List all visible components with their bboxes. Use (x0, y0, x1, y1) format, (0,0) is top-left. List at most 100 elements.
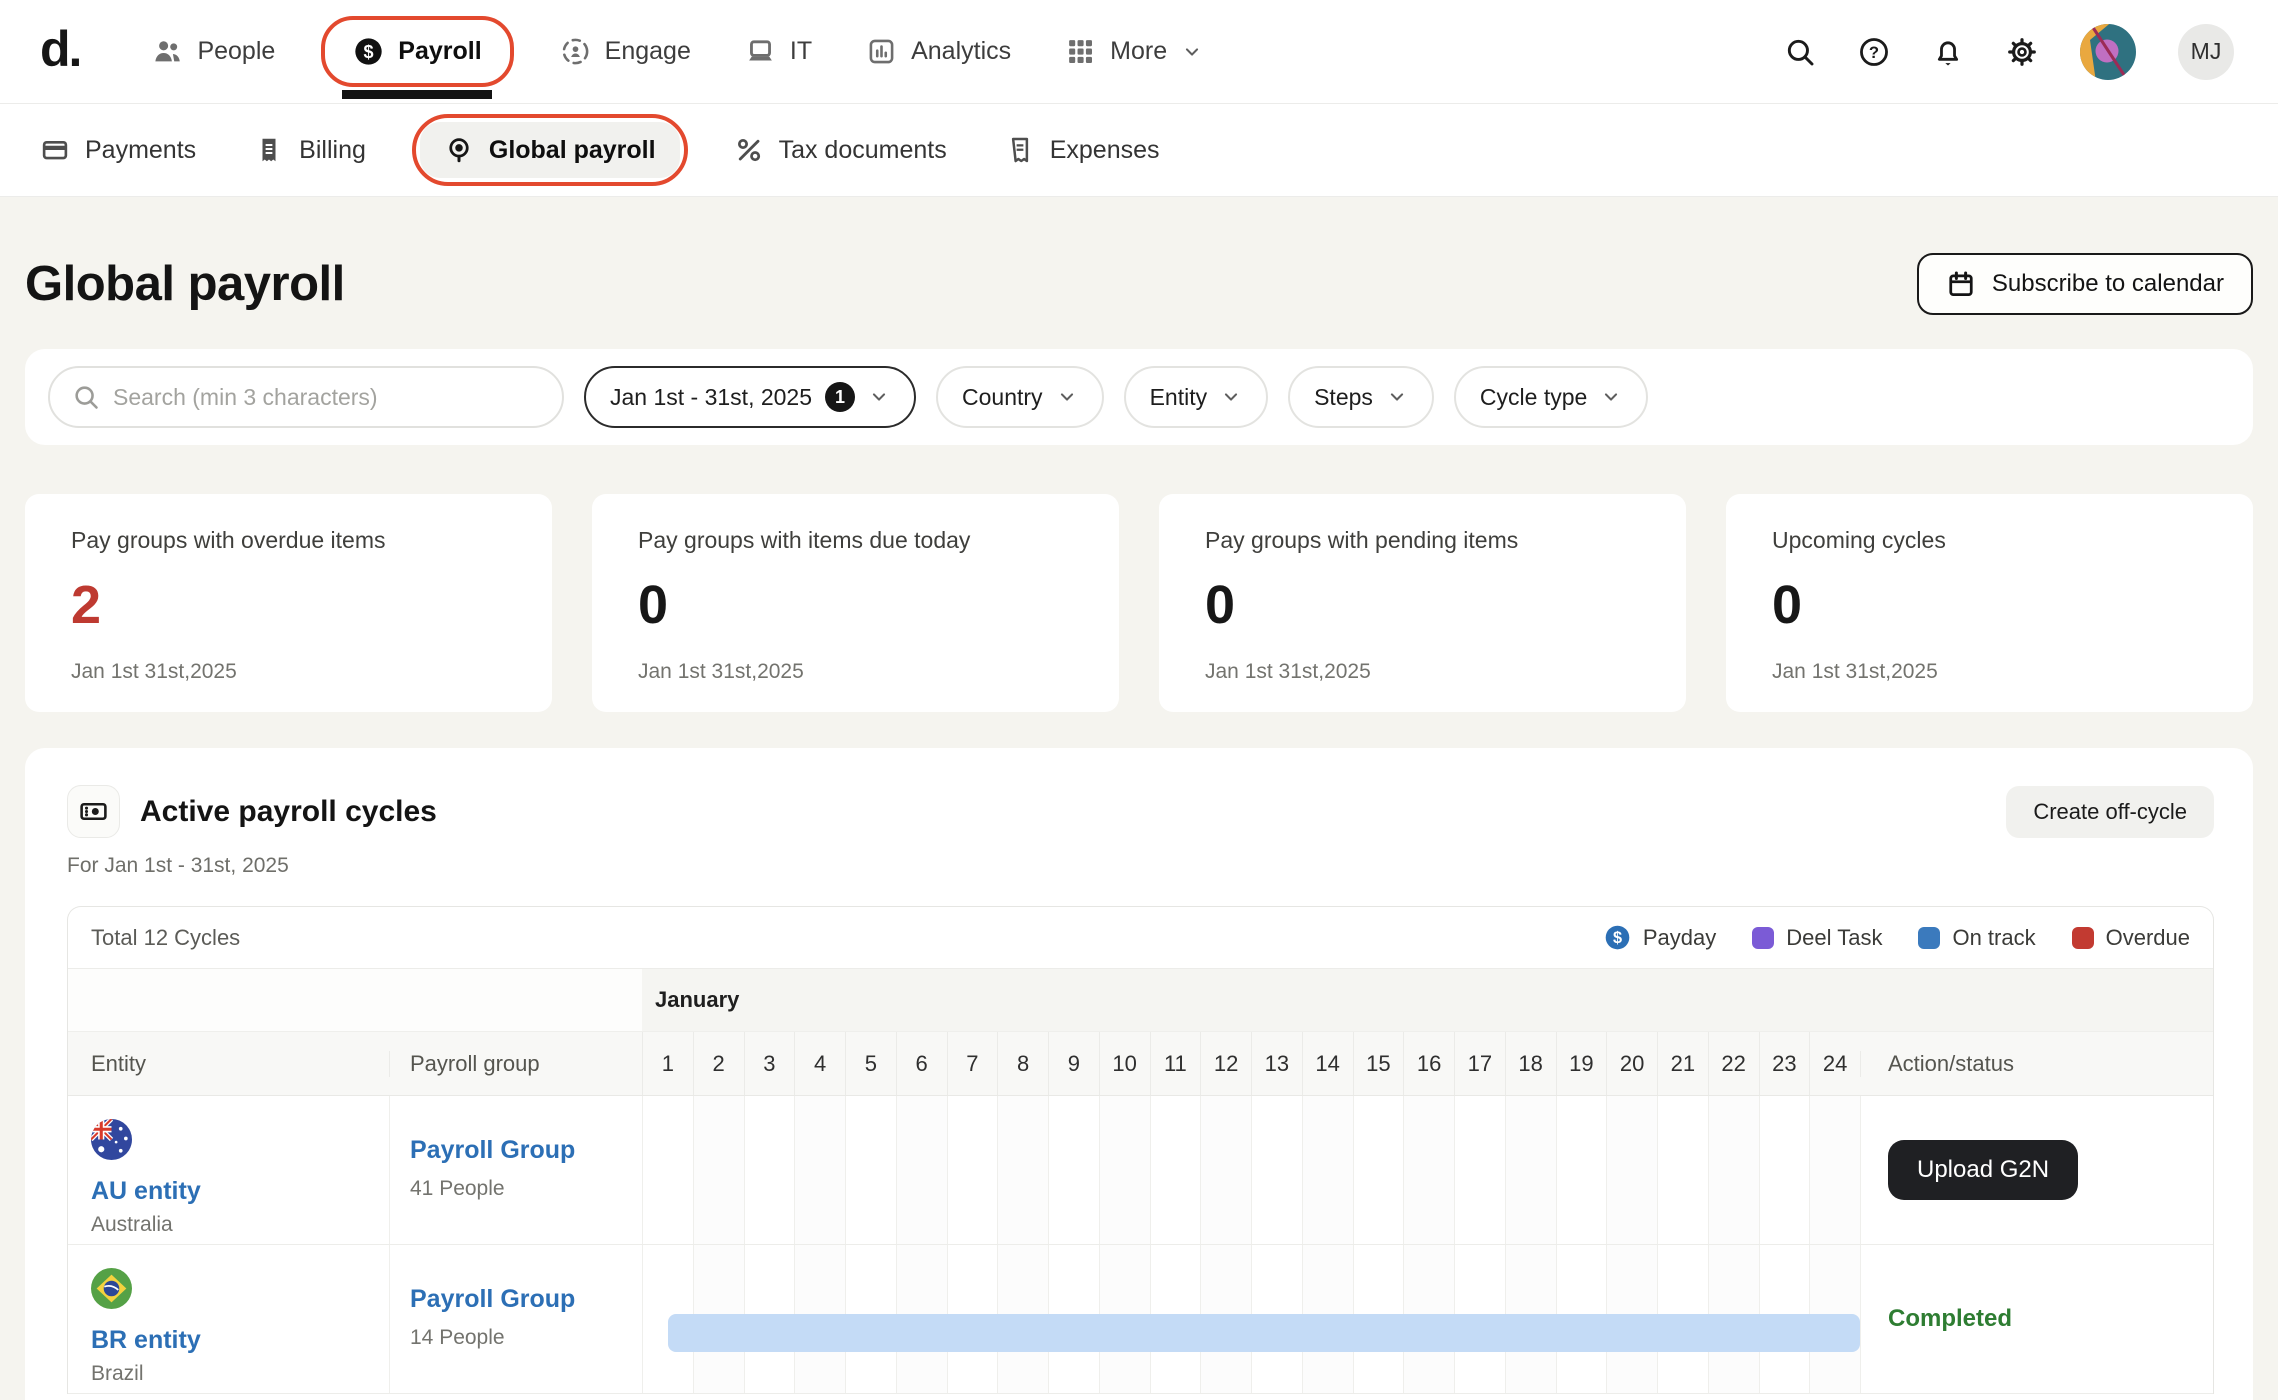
stat-card-date: Jan 1st 31st,2025 (1772, 660, 1938, 683)
nav-label: Engage (604, 37, 691, 65)
nav-item-more[interactable]: More (1065, 36, 1203, 67)
filter-entity[interactable]: Entity (1123, 366, 1269, 428)
nav-item-analytics[interactable]: Analytics (866, 36, 1011, 67)
filter-label: Entity (1149, 383, 1208, 410)
payroll-group-cell: Payroll Group 41 People (389, 1096, 642, 1244)
subnav-item-billing[interactable]: Billing (254, 135, 366, 165)
day-column-header: 8 (997, 1032, 1048, 1095)
stat-card-value: 0 (638, 575, 669, 635)
subnav-item-expenses[interactable]: Expenses (1005, 135, 1160, 165)
subscribe-to-calendar-button[interactable]: Subscribe to calendar (1916, 253, 2253, 315)
filter-country[interactable]: Country (936, 366, 1104, 428)
legend-swatch (1752, 926, 1775, 949)
notifications-button[interactable] (1932, 36, 1964, 68)
nav-item-payroll[interactable]: $ Payroll (353, 36, 482, 67)
deel-logo[interactable]: d. (40, 20, 82, 77)
subnav-label: Billing (299, 135, 366, 164)
billing-icon (254, 135, 284, 165)
timeline-day-cell (1555, 1096, 1607, 1244)
entity-link[interactable]: BR entity (91, 1326, 201, 1354)
day-column-header: 18 (1504, 1032, 1556, 1095)
people-count: 14 People (410, 1326, 505, 1349)
timeline-day-cell (642, 1096, 693, 1244)
nav-item-people[interactable]: People (152, 36, 275, 67)
cycles-header: Active payroll cycles (67, 785, 2214, 838)
legend-swatch (1918, 926, 1941, 949)
nav-item-engage[interactable]: Engage (560, 36, 691, 67)
day-column-header: 7 (946, 1032, 998, 1095)
stat-cards: Pay groups with overdue items 2 Jan 1st 31… (25, 494, 2253, 712)
calendar-icon (1946, 269, 1976, 299)
stat-card-date: Jan 1st 31st,2025 (1205, 660, 1371, 683)
day-column-header: 11 (1149, 1032, 1201, 1095)
nav-label: IT (789, 37, 813, 65)
flag-australia-icon (91, 1119, 132, 1160)
cycles-subtitle: For Jan 1st - 31st, 2025 (67, 854, 289, 877)
search-input-wrapper (48, 366, 564, 428)
filter-label: Steps (1314, 383, 1373, 410)
subnav-item-tax-documents[interactable]: Tax documents (734, 135, 947, 165)
stat-card-title: Pay groups with overdue items (71, 527, 386, 553)
table-body: AU entity Australia Payroll Group 41 People… (68, 1096, 2213, 1394)
table-column-headers: Entity Payroll group 1 2 3 4 5 6 7 8 9 10 11 12 13 14… (68, 1032, 2213, 1096)
entity-column-header: Entity (91, 1050, 147, 1076)
people-count: 41 People (410, 1177, 505, 1200)
legend: $ Payday Deel Task On track Overdue (1604, 924, 2190, 951)
settings-icon (2006, 36, 2038, 68)
day-column-header: 13 (1251, 1032, 1302, 1095)
primary-nav: People $ Payroll Engage IT Analytics More (152, 16, 1203, 99)
help-button[interactable]: ? (1858, 36, 1890, 68)
nav-label: More (1110, 37, 1168, 65)
top-nav-actions: ? MJ (1784, 23, 2234, 80)
stat-card-value: 2 (71, 575, 102, 635)
day-column-header: 3 (743, 1032, 795, 1095)
notifications-icon (1932, 36, 1964, 68)
cycle-timeline-bar[interactable] (668, 1314, 1860, 1352)
filter-cycle-type[interactable]: Cycle type (1453, 366, 1649, 428)
avatar[interactable] (2080, 23, 2136, 80)
timeline-day-cell (794, 1096, 845, 1244)
it-icon (745, 36, 776, 67)
day-column-header: 12 (1200, 1032, 1251, 1095)
legend-label: Overdue (2105, 924, 2190, 950)
stat-card: Upcoming cycles 0 Jan 1st 31st,2025 (1726, 494, 2253, 712)
timeline-day-cell (642, 1245, 693, 1393)
timeline-day-cell (692, 1096, 744, 1244)
timeline-day-cell (997, 1096, 1048, 1244)
annotation-oval-global-payroll: Global payroll (411, 114, 688, 186)
create-off-cycle-button[interactable]: Create off-cycle (2006, 786, 2214, 838)
day-column-header: 16 (1403, 1032, 1454, 1095)
subnav-item-global-payroll[interactable]: Global payroll (419, 122, 680, 178)
month-band-spacer (68, 969, 642, 1031)
avatar-initials[interactable]: MJ (2178, 23, 2234, 80)
timeline-day-cell (1251, 1096, 1302, 1244)
upload-g2n-button[interactable]: Upload G2N (1888, 1140, 2079, 1200)
date-range-filter[interactable]: Jan 1st - 31st, 2025 1 (584, 366, 917, 428)
timeline-day-cell (1352, 1096, 1404, 1244)
payroll-group-link[interactable]: Payroll Group (410, 1285, 576, 1313)
search-button[interactable] (1784, 36, 1816, 68)
filter-steps[interactable]: Steps (1288, 366, 1434, 428)
settings-button[interactable] (2006, 36, 2038, 68)
flag-brazil-icon (91, 1268, 132, 1309)
timeline-day-cell (1758, 1096, 1810, 1244)
search-input[interactable] (113, 383, 550, 411)
entity-link[interactable]: AU entity (91, 1177, 201, 1205)
payroll-group-link[interactable]: Payroll Group (410, 1136, 576, 1164)
timeline-day-cell (895, 1096, 947, 1244)
stat-card-title: Upcoming cycles (1772, 527, 1946, 553)
expenses-icon (1005, 135, 1035, 165)
subnav-label: Payments (85, 135, 197, 164)
day-column-header: 15 (1352, 1032, 1404, 1095)
day-column-header: 10 (1098, 1032, 1150, 1095)
timeline-day-cell (1200, 1096, 1251, 1244)
percent-icon (734, 135, 764, 165)
stat-card-value: 0 (1205, 575, 1236, 635)
entity-country: Brazil (91, 1362, 144, 1385)
subnav-item-payments[interactable]: Payments (40, 135, 196, 165)
legend-item-on-track: On track (1918, 925, 2036, 951)
legend-swatch (2071, 926, 2094, 949)
nav-item-it[interactable]: IT (745, 36, 812, 67)
filter-bar: Jan 1st - 31st, 2025 1 Country Entity Step… (25, 349, 2253, 445)
timeline-day-cell (1707, 1096, 1759, 1244)
